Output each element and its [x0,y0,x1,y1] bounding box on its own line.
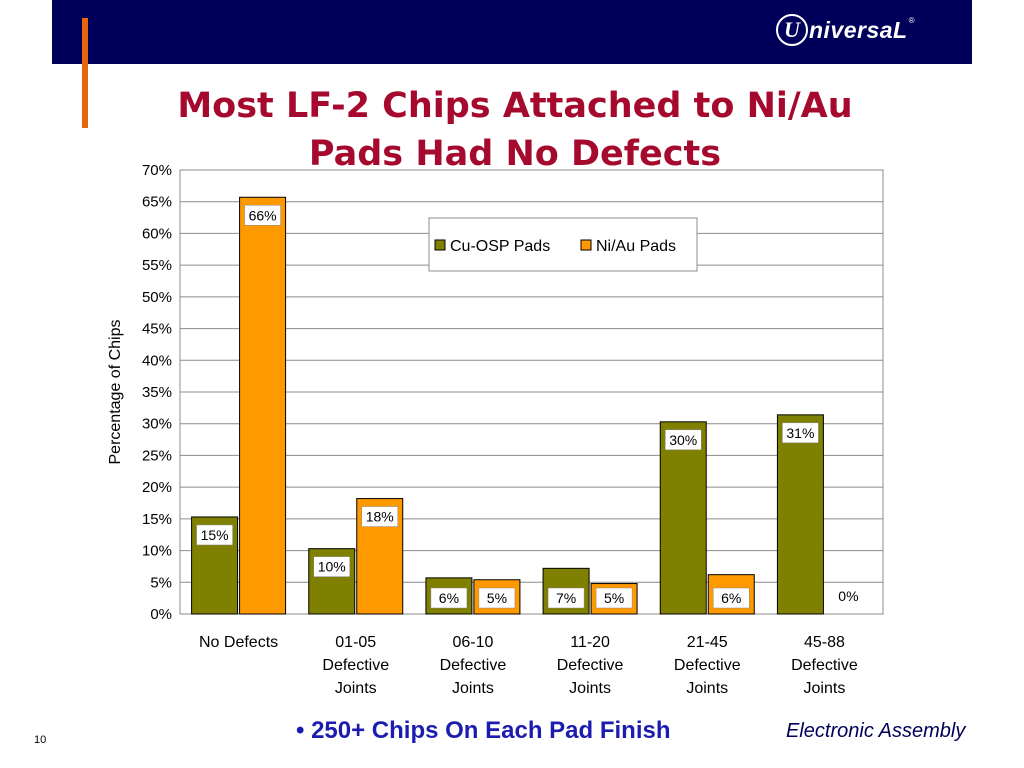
x-tick-label: Defective [440,657,507,674]
data-label-box [430,587,468,609]
data-label-box [595,587,633,609]
logo-registered: ® [908,16,915,25]
data-label: 30% [669,432,697,448]
accent-stripe [82,18,88,128]
data-label-box [313,556,350,577]
data-label-box [478,587,516,609]
y-tick-label: 40% [142,352,172,369]
data-label: 5% [487,590,507,606]
y-tick-label: 20% [142,479,172,496]
x-tick-label: 01-05 [335,634,376,651]
title-line-1: Most LF-2 Chips Attached to Ni/Au [177,86,853,126]
y-tick-label: 70% [142,162,172,179]
data-label: 18% [366,509,394,525]
data-label-box [665,429,702,451]
data-label-box [547,587,585,609]
x-tick-label: 06-10 [452,634,493,651]
data-label: 7% [556,590,576,606]
x-tick-label: Joints [452,680,494,697]
data-label-box [361,506,398,527]
data-label: 31% [786,425,814,441]
legend-label-ni-au: Ni/Au Pads [596,238,676,255]
y-tick-label: 0% [150,606,172,623]
slide-title: Most LF-2 Chips Attached to Ni/Au Pads H… [100,82,930,178]
x-tick-label: No Defects [199,634,278,651]
x-tick-label: Defective [791,657,858,674]
x-tick-label: Joints [804,680,846,697]
bar-cu-osp [776,414,824,615]
x-tick-label: 21-45 [687,634,728,651]
x-tick-label: Defective [674,657,741,674]
universal-logo: U niversaL ® [776,14,915,46]
page-number: 10 [34,734,47,746]
brand-subtitle: Electronic Assembly [786,720,966,742]
logo-u-mark: U [776,14,808,46]
legend-label-cu-osp: Cu-OSP Pads [450,238,550,255]
legend [428,217,698,272]
bar-cu-osp [659,421,707,615]
data-label: 0% [838,588,858,604]
y-tick-label: 45% [142,321,172,338]
title-line-2: Pads Had No Defects [308,134,722,174]
data-label: 10% [318,559,346,575]
bar-ni-au [239,196,287,615]
data-label: 66% [249,207,277,223]
y-tick-label: 25% [142,447,172,464]
y-axis-label: Percentage of Chips [107,320,124,465]
y-tick-label: 65% [142,194,172,211]
data-label-box [713,587,750,609]
data-label: 5% [604,590,624,606]
x-tick-label: 45-88 [804,634,845,651]
y-tick-label: 50% [142,289,172,306]
data-label: 6% [439,590,459,606]
y-tick-label: 10% [142,543,172,560]
data-label: 6% [721,590,741,606]
y-tick-label: 5% [150,574,172,591]
y-tick-label: 15% [142,511,172,528]
data-label-box [196,524,233,546]
x-tick-label: Joints [335,680,377,697]
header-bar [52,0,972,64]
data-label-box [782,422,819,444]
legend-swatch-ni-au [580,239,592,251]
x-tick-label: Joints [569,680,611,697]
x-tick-label: Defective [322,657,389,674]
x-tick-label: Joints [686,680,728,697]
y-tick-label: 60% [142,225,172,242]
y-tick-label: 55% [142,257,172,274]
y-tick-label: 30% [142,416,172,433]
x-tick-label: Defective [557,657,624,674]
footer-bullet: • 250+ Chips On Each Pad Finish [296,717,671,744]
data-label: 15% [201,527,229,543]
y-tick-label: 35% [142,384,172,401]
x-tick-label: 11-20 [570,634,610,651]
data-label-box [244,205,281,226]
legend-swatch-cu-osp [434,239,446,251]
logo-wordmark: niversaL [809,16,908,43]
